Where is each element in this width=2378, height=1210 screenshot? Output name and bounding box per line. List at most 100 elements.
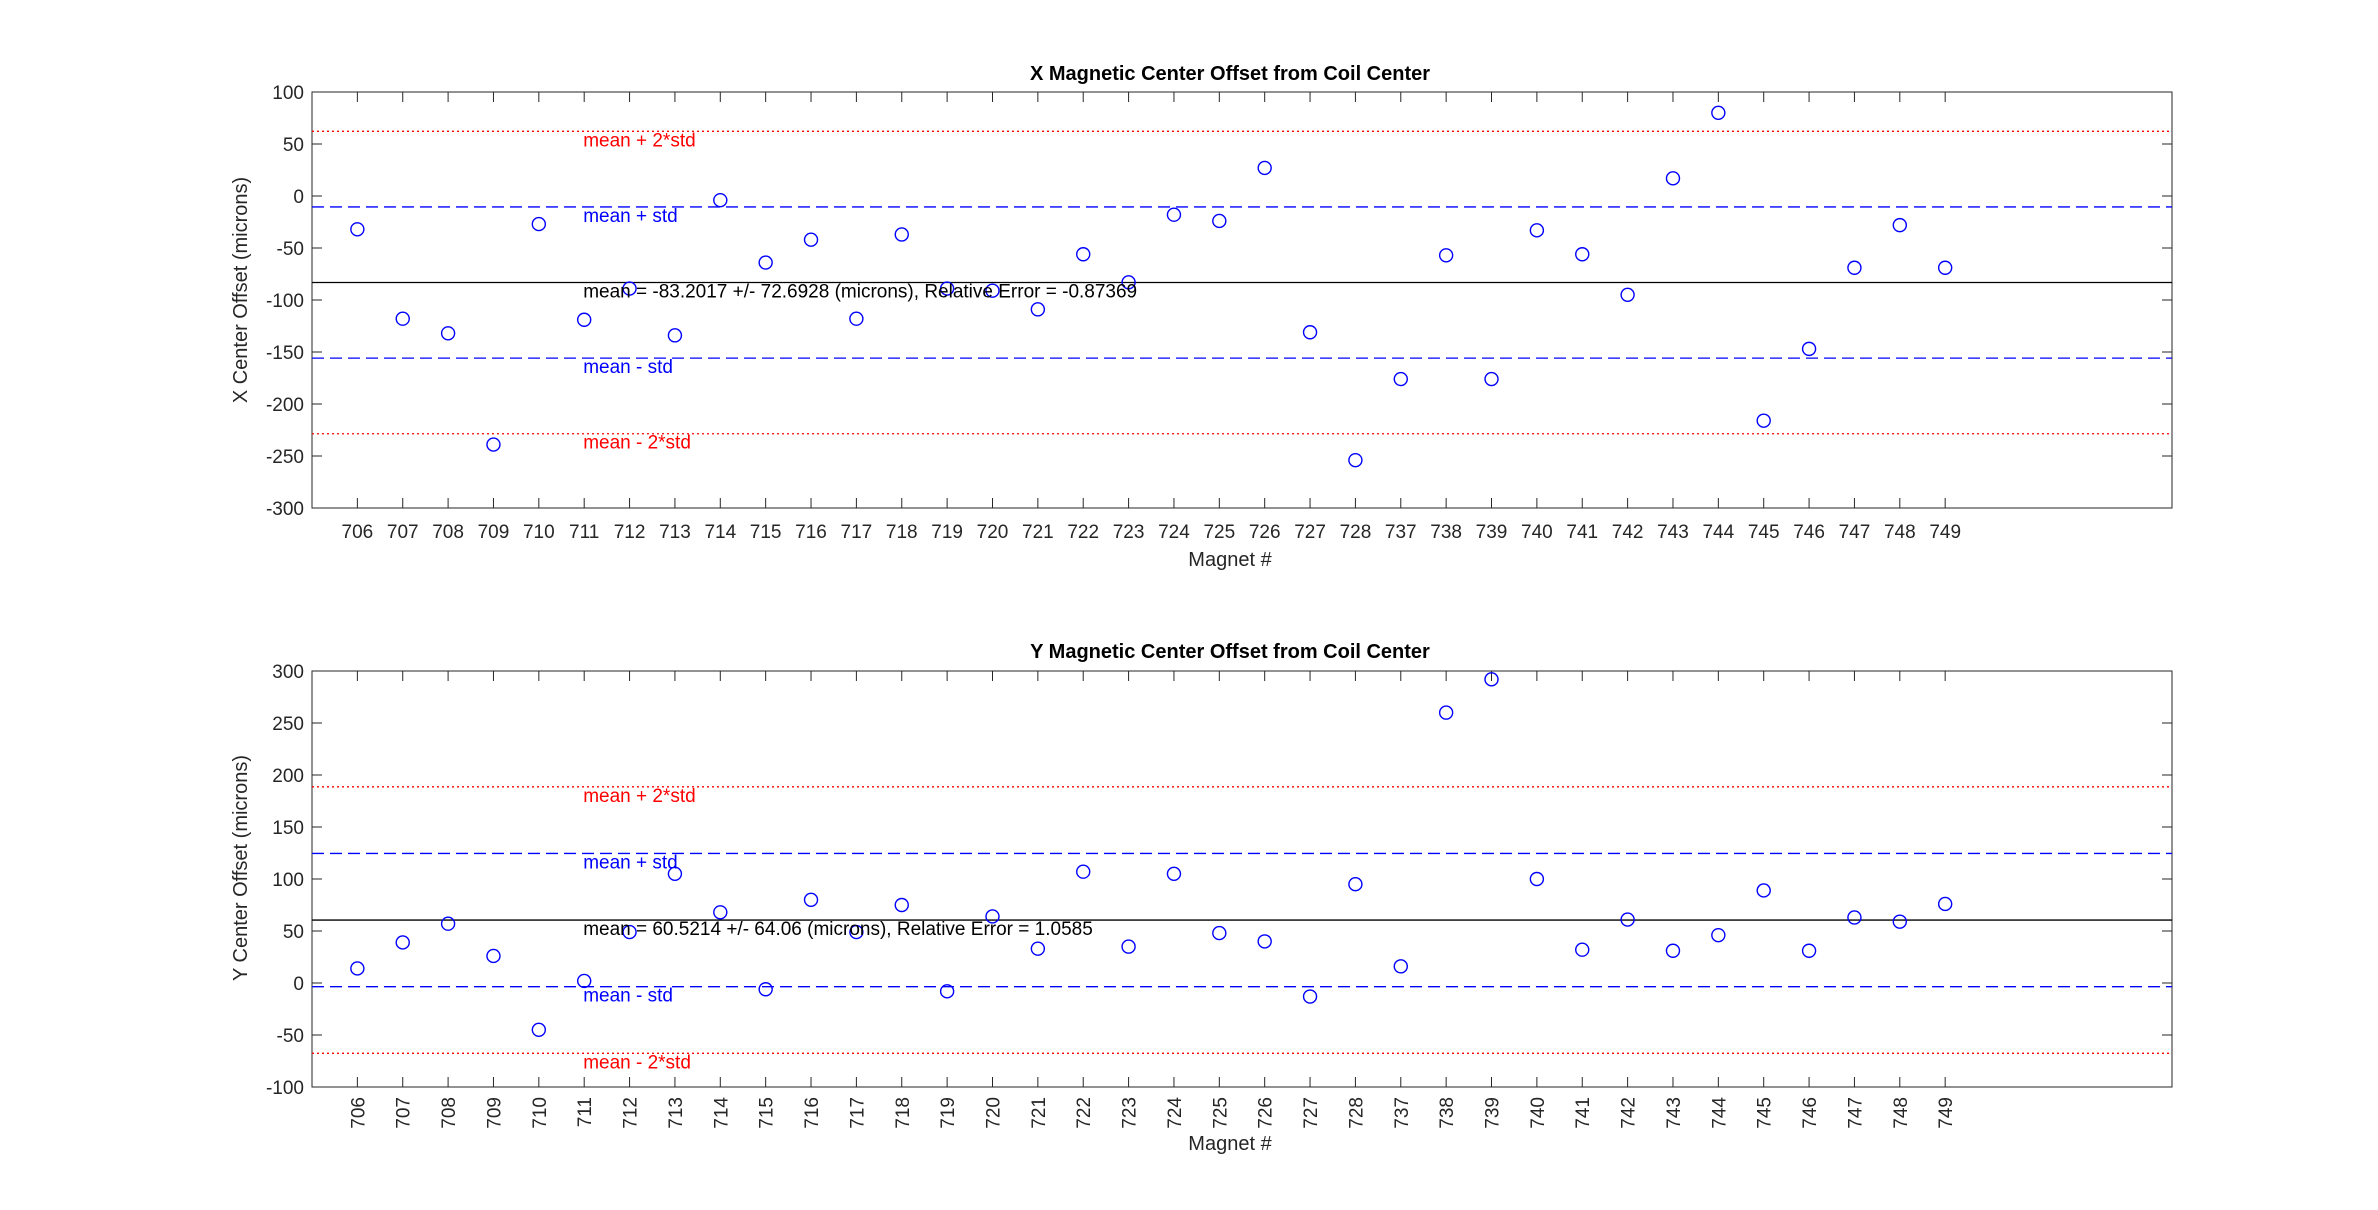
reference-line-label: mean - 2*std [583, 433, 691, 454]
y-tick-label: 100 [272, 870, 304, 891]
data-point [758, 255, 773, 270]
x-tick-label: 749 [1936, 1097, 1957, 1129]
plot-area [311, 670, 2173, 1088]
data-point [894, 897, 909, 913]
data-point [531, 1022, 547, 1038]
x-tick-label: 719 [938, 1097, 959, 1129]
x-tick-label: 721 [1022, 522, 1054, 543]
data-point [1665, 943, 1681, 958]
chart-title: X Magnetic Center Offset from Coil Cente… [1030, 63, 1430, 85]
x-tick-label: 747 [1839, 522, 1871, 543]
x-tick-label: 706 [348, 1097, 369, 1129]
x-tick-label: 723 [1120, 1097, 1141, 1129]
x-tick-label: 717 [841, 522, 873, 543]
data-point [939, 281, 955, 296]
data-point [486, 948, 501, 964]
data-point [1892, 217, 1908, 233]
data-point [1665, 171, 1681, 186]
x-tick-label: 713 [659, 522, 691, 543]
data-point [622, 924, 637, 940]
reference-line-label: mean - 2*std [583, 1052, 691, 1073]
data-point [1801, 341, 1817, 357]
x-tick-label: 714 [711, 1097, 732, 1129]
x-tick-label: 709 [478, 522, 510, 543]
x-tick-label: 709 [484, 1097, 505, 1129]
x-tick-label: 710 [523, 522, 555, 543]
data-point [1892, 914, 1908, 929]
x-tick-label: 719 [931, 522, 963, 543]
reference-line-label: mean + std [583, 852, 678, 873]
x-tick-label: 721 [1029, 1097, 1050, 1129]
y-tick-label: 50 [283, 135, 304, 156]
data-point [1212, 925, 1227, 941]
x-tick-label: 712 [621, 1097, 642, 1129]
x-tick-label: 725 [1203, 522, 1235, 543]
x-tick-label: 715 [750, 522, 782, 543]
y-tick-label: -250 [266, 447, 304, 468]
x-tick-label: 728 [1340, 522, 1372, 543]
x-tick-label: 727 [1301, 1097, 1322, 1129]
y-offset-chart: Y Magnetic Center Offset from Coil Cente… [230, 641, 2173, 1155]
data-point [1937, 260, 1953, 275]
y-tick-label: 250 [272, 714, 304, 735]
data-point [1348, 877, 1363, 892]
data-point [985, 283, 1000, 298]
x-tick-label: 740 [1528, 1097, 1549, 1129]
x-tick-label: 722 [1074, 1097, 1095, 1129]
chart-title: Y Magnetic Center Offset from Coil Cente… [1030, 641, 1430, 663]
data-point [1529, 223, 1545, 238]
data-point [849, 311, 864, 326]
data-point [1121, 275, 1136, 290]
x-tick-label: 746 [1800, 1097, 1821, 1129]
data-point [1393, 371, 1408, 387]
x-tick-label: 706 [342, 522, 374, 543]
y-tick-label: -50 [277, 239, 304, 260]
data-point [1302, 989, 1318, 1004]
x-tick-label: 749 [1929, 522, 1961, 543]
data-point [1348, 452, 1363, 468]
data-point [1076, 247, 1091, 262]
data-point [1166, 866, 1182, 881]
x-tick-label: 725 [1210, 1097, 1231, 1129]
x-tick-label: 744 [1702, 522, 1734, 543]
data-point [440, 326, 456, 341]
x-tick-label: 718 [893, 1097, 914, 1129]
x-tick-label: 713 [666, 1097, 687, 1129]
data-point [1166, 207, 1182, 222]
data-point [440, 916, 456, 931]
data-point [1937, 896, 1953, 912]
data-point [395, 311, 410, 326]
x-tick-label: 720 [983, 1097, 1004, 1129]
x-tick-label: 723 [1113, 522, 1145, 543]
data-point [1620, 287, 1635, 302]
data-point [1847, 910, 1862, 925]
x-tick-label: 718 [886, 522, 918, 543]
x-tick-label: 714 [704, 522, 736, 543]
x-tick-label: 728 [1346, 1097, 1367, 1129]
data-point [1257, 160, 1272, 176]
reference-line-label: mean - std [583, 986, 673, 1007]
y-tick-label: 0 [293, 974, 304, 995]
x-tick-label: 726 [1256, 1097, 1277, 1129]
data-point [1529, 871, 1545, 887]
data-point [849, 924, 864, 940]
x-tick-label: 747 [1845, 1097, 1866, 1129]
y-tick-label: 200 [272, 766, 304, 787]
x-tick-label: 745 [1748, 522, 1780, 543]
x-offset-chart: X Magnetic Center Offset from Coil Cente… [230, 63, 2173, 571]
x-tick-label: 740 [1521, 522, 1553, 543]
x-tick-label: 707 [394, 1097, 415, 1129]
data-point [667, 866, 683, 881]
x-tick-label: 737 [1392, 1097, 1413, 1129]
reference-line-label: mean - std [583, 357, 673, 378]
data-point [531, 216, 547, 232]
data-point [1030, 941, 1046, 956]
data-point [1575, 942, 1590, 957]
reference-line-label: mean = 60.5214 +/- 64.06 (microns), Rela… [583, 919, 1093, 940]
data-point [1484, 672, 1499, 687]
x-tick-label: 738 [1430, 522, 1462, 543]
y-axis-label: X Center Offset (microns) [230, 177, 252, 403]
y-tick-label: -100 [266, 291, 304, 312]
data-point [1711, 927, 1726, 943]
x-tick-label: 738 [1437, 1097, 1458, 1129]
